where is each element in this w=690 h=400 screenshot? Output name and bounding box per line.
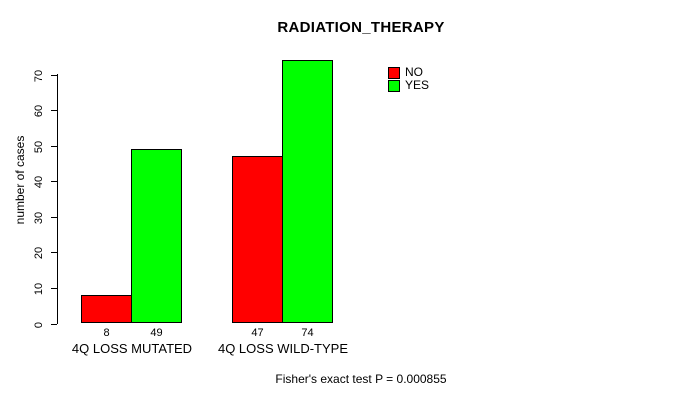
y-axis-tick bbox=[51, 324, 57, 325]
y-axis-tick-label: 70 bbox=[33, 69, 45, 82]
bar-no-4q-loss-wild-type bbox=[232, 156, 283, 323]
bar-value-label: 49 bbox=[150, 327, 163, 339]
bar-no-4q-loss-mutated bbox=[81, 295, 132, 323]
legend-swatch-no bbox=[388, 66, 400, 79]
y-axis-tick bbox=[51, 217, 57, 218]
y-axis-tick-label: 60 bbox=[33, 104, 45, 117]
y-axis-tick-label: 50 bbox=[33, 140, 45, 153]
y-axis-tick-label: 20 bbox=[33, 246, 45, 259]
bar-value-label: 47 bbox=[251, 327, 264, 339]
y-axis-label: number of cases bbox=[13, 135, 27, 225]
legend-item-no: NO bbox=[388, 66, 429, 79]
bar-yes-4q-loss-mutated bbox=[131, 149, 182, 323]
chart-title: RADIATION_THERAPY bbox=[277, 19, 445, 36]
y-axis-tick-label: 0 bbox=[33, 321, 45, 328]
fisher-test-annotation: Fisher's exact test P = 0.000855 bbox=[275, 372, 447, 386]
y-axis-tick bbox=[51, 110, 57, 111]
x-category-label: 4Q LOSS MUTATED bbox=[71, 341, 193, 356]
bar-value-label: 74 bbox=[301, 327, 314, 339]
y-axis-tick bbox=[51, 252, 57, 253]
y-axis-tick bbox=[51, 181, 57, 182]
y-axis-tick bbox=[51, 146, 57, 147]
legend-label: YES bbox=[405, 78, 430, 92]
y-axis-line bbox=[57, 74, 58, 324]
y-axis-tick bbox=[51, 75, 57, 76]
y-axis-tick-label: 10 bbox=[33, 282, 45, 295]
bar-value-label: 8 bbox=[103, 327, 110, 339]
legend-item-yes: YES bbox=[388, 79, 429, 92]
y-axis-tick-label: 30 bbox=[33, 211, 45, 224]
y-axis-tick bbox=[51, 288, 57, 289]
legend: NO YES bbox=[388, 66, 429, 92]
y-axis-tick-label: 40 bbox=[33, 175, 45, 188]
legend-label: NO bbox=[405, 65, 423, 79]
bar-yes-4q-loss-wild-type bbox=[282, 60, 333, 323]
x-category-label: 4Q LOSS WILD-TYPE bbox=[217, 341, 349, 356]
legend-swatch-yes bbox=[388, 79, 400, 92]
